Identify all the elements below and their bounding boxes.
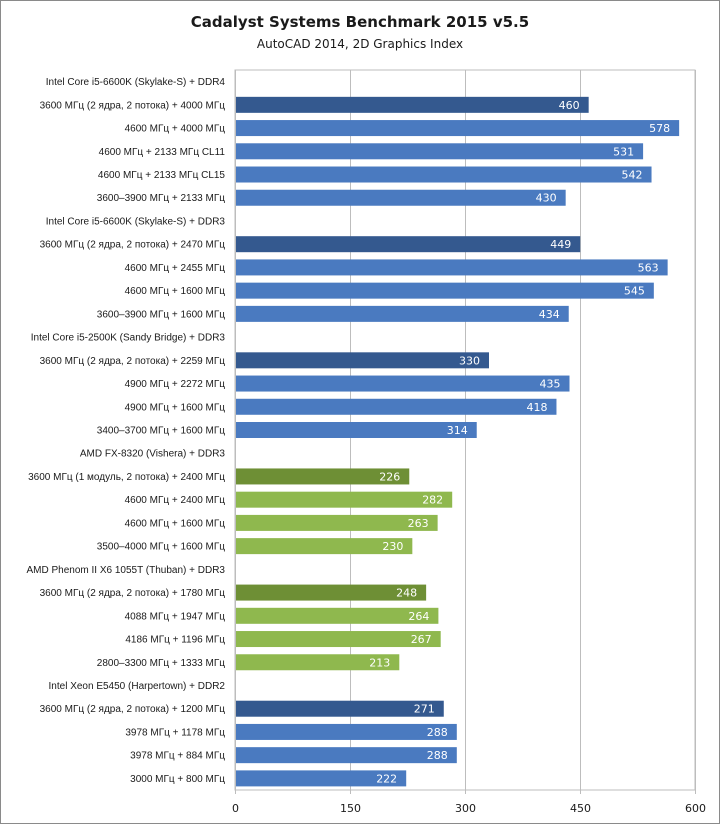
chart-title: Cadalyst Systems Benchmark 2015 v5.5 [190,13,530,31]
category-label: 4600 МГц + 2133 МГц CL11 [99,147,226,158]
data-label: 531 [613,145,634,158]
data-label: 288 [427,749,448,762]
category-label: 3400–3700 МГц + 1600 МГц [97,426,225,437]
bar [236,352,489,369]
bar [236,654,400,671]
category-label: 3600 МГц (2 ядра, 2 потока) + 1200 МГц [40,704,226,715]
group-label: Intel Core i5-2500K (Sandy Bridge) + DDR… [31,333,226,344]
category-label: 4900 МГц + 2272 МГц [125,379,226,390]
bar [236,189,566,206]
bar [236,259,668,276]
data-label: 578 [649,122,670,135]
data-label: 430 [536,192,557,205]
category-label: 4600 МГц + 4000 МГц [125,124,226,135]
category-label: 4900 МГц + 1600 МГц [125,402,226,413]
data-label: 542 [622,169,643,182]
group-label: Intel Core i5-6600K (Skylake-S) + DDR3 [46,216,226,227]
category-label: 3600–3900 МГц + 1600 МГц [97,309,225,320]
bar [236,236,581,253]
category-label: 3600–3900 МГц + 2133 МГц [97,193,225,204]
bar [236,375,570,392]
data-label: 271 [414,703,435,716]
data-label: 314 [447,424,468,437]
bar [236,96,589,113]
data-label: 230 [382,540,403,553]
category-label: 4186 МГц + 1196 МГц [125,635,225,646]
category-label: 3600 МГц (2 ядра, 2 потока) + 2470 МГц [40,240,226,251]
data-label: 545 [624,285,645,298]
data-label: 264 [408,610,429,623]
bar [236,584,427,601]
x-tick-label: 150 [340,802,361,815]
data-label: 288 [427,726,448,739]
bar [236,538,413,555]
category-label: 4600 МГц + 1600 МГц [125,518,226,529]
data-label: 563 [638,261,659,274]
bar [236,398,557,415]
category-label: 3978 МГц + 1178 МГц [125,727,225,738]
data-label: 449 [550,238,571,251]
x-tick-label: 0 [232,802,239,815]
data-label: 418 [526,401,547,414]
bar [236,305,569,322]
bar [236,468,410,485]
bar [236,700,444,717]
category-label: 3978 МГц + 884 МГц [130,751,225,762]
bar [236,770,407,787]
category-label: 3500–4000 МГц + 1600 МГц [97,542,225,553]
bar [236,422,477,438]
bar [236,166,652,183]
data-label: 213 [369,656,390,669]
group-label: AMD FX-8320 (Vishera) + DDR3 [80,449,226,460]
bar [236,282,654,299]
x-tick-label: 600 [685,802,706,815]
bar [236,607,439,624]
category-label: 3600 МГц (2 ядра, 2 потока) + 4000 МГц [40,100,226,111]
category-label: 4600 МГц + 2133 МГц CL15 [98,170,226,181]
x-tick-label: 300 [455,802,476,815]
category-label: 3600 МГц (2 ядра, 2 потока) + 2259 МГц [40,356,226,367]
category-label: 3600 МГц (2 ядра, 2 потока) + 1780 МГц [40,588,226,599]
bar [236,631,441,648]
bar [236,514,438,531]
data-label: 460 [559,99,580,112]
data-label: 282 [422,494,443,507]
category-label: 4600 МГц + 2400 МГц [125,495,226,506]
category-label: 4600 МГц + 1600 МГц [125,286,226,297]
data-label: 226 [379,470,400,483]
group-label: AMD Phenom II X6 1055T (Thuban) + DDR3 [26,565,225,576]
bar [236,747,457,764]
bar [236,120,680,137]
bar [236,491,453,508]
category-label: 3000 МГц + 800 МГц [130,774,225,785]
category-label: 3600 МГц (1 модуль, 2 потока) + 2400 МГц [28,472,225,483]
category-label: 2800–3300 МГц + 1333 МГц [97,658,225,669]
data-label: 435 [540,378,561,391]
category-label: 4088 МГц + 1947 МГц [125,611,226,622]
data-label: 267 [411,633,432,646]
bar [236,723,457,740]
x-tick-label: 450 [570,802,591,815]
data-label: 330 [459,354,480,367]
group-label: Intel Core i5-6600K (Skylake-S) + DDR4 [46,77,226,88]
data-label: 248 [396,587,417,600]
group-label: Intel Xeon E5450 (Harpertown) + DDR2 [49,681,226,692]
chart-subtitle: AutoCAD 2014, 2D Graphics Index [256,37,464,51]
category-label: 4600 МГц + 2455 МГц [125,263,226,274]
bar [236,143,644,160]
data-label: 222 [376,772,397,785]
data-label: 263 [408,517,429,530]
data-label: 434 [539,308,560,321]
